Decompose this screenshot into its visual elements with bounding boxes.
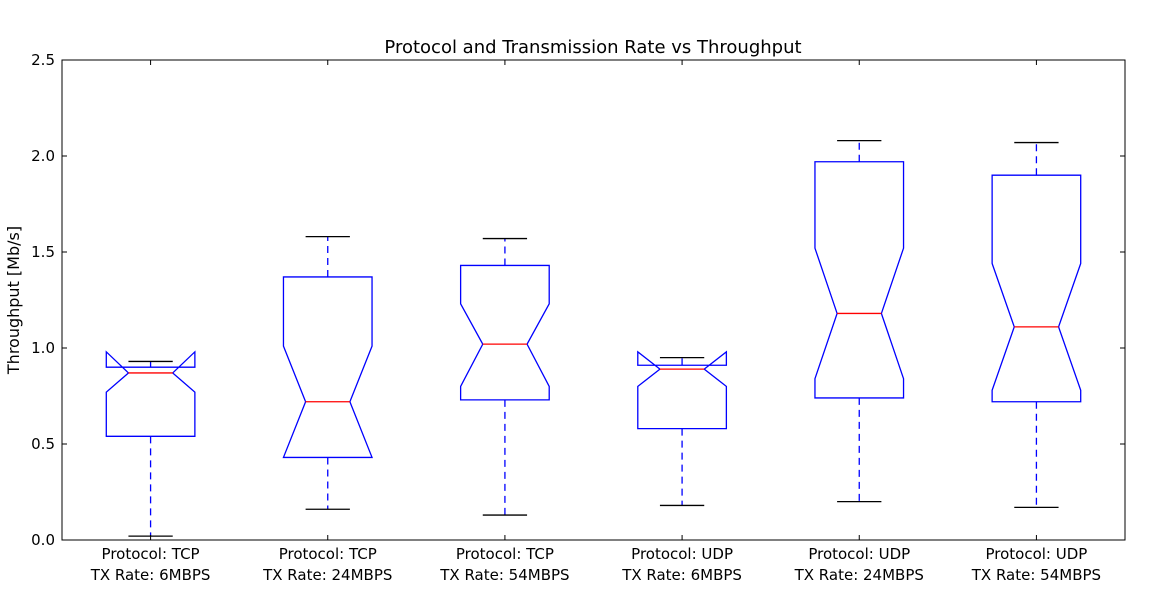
x-tick-label-protocol: Protocol: TCP (456, 545, 554, 563)
box-body (282, 276, 373, 459)
x-tick-label-rate: TX Rate: 6MBPS (621, 566, 742, 584)
y-tick-label: 1.0 (31, 339, 55, 357)
y-tick-label: 1.5 (31, 243, 55, 261)
box-body (814, 161, 905, 399)
y-tick-label: 2.5 (31, 51, 55, 69)
y-tick-label: 2.0 (31, 147, 55, 165)
x-tick-label-protocol: Protocol: TCP (279, 545, 377, 563)
x-tick-label-rate: TX Rate: 54MBPS (971, 566, 1101, 584)
plot-frame (61, 59, 1126, 541)
plot-area: 0.0 0.5 1.0 1.5 2.0 2.5 Protocol: TCP TX Rate: … (31, 51, 1125, 584)
x-tick-label-protocol: Protocol: UDP (985, 545, 1087, 563)
x-tick-label-rate: TX Rate: 54MBPS (439, 566, 569, 584)
x-tick-label-protocol: Protocol: UDP (808, 545, 910, 563)
box-body (459, 264, 550, 401)
box-body (991, 174, 1082, 403)
x-tick-label-protocol: Protocol: TCP (102, 545, 200, 563)
y-tick-label: 0.0 (31, 531, 55, 549)
box-body (637, 350, 728, 430)
box-body (105, 350, 196, 437)
chart-title: Protocol and Transmission Rate vs Throug… (384, 37, 801, 58)
y-tick-label: 0.5 (31, 435, 55, 453)
x-tick-label-rate: TX Rate: 6MBPS (90, 566, 211, 584)
x-tick-label-protocol: Protocol: UDP (631, 545, 733, 563)
y-axis-label: Throughput [Mb/s] (4, 226, 23, 375)
x-tick-label-rate: TX Rate: 24MBPS (794, 566, 924, 584)
x-tick-label-rate: TX Rate: 24MBPS (262, 566, 392, 584)
